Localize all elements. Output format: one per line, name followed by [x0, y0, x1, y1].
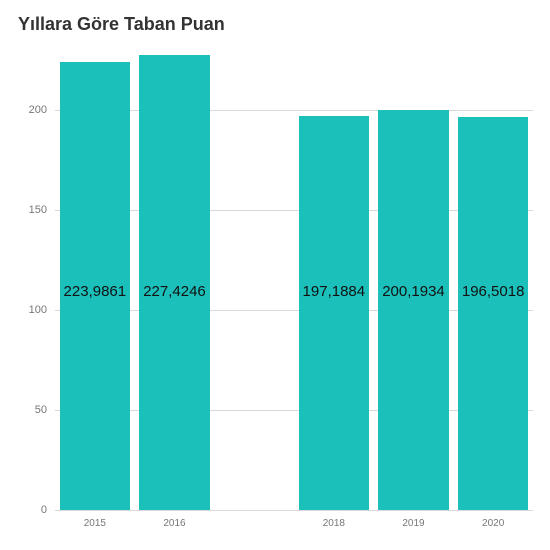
bar-value-label: 227,4246 [143, 283, 206, 300]
x-axis-label: 2020 [482, 510, 504, 529]
x-axis-label: 2015 [84, 510, 106, 529]
y-axis-label: 50 [35, 404, 55, 416]
bar [299, 116, 369, 510]
y-axis-label: 100 [29, 304, 55, 316]
y-axis-label: 150 [29, 204, 55, 216]
bar [378, 110, 448, 510]
chart-title: Yıllara Göre Taban Puan [18, 14, 225, 35]
bar-value-label: 223,9861 [64, 283, 127, 300]
x-axis-label: 2016 [163, 510, 185, 529]
bar-value-label: 200,1934 [382, 283, 445, 300]
bar-value-label: 197,1884 [303, 283, 366, 300]
plot-area: 050100150200223,98612015227,42462016197,… [55, 50, 533, 510]
bar [458, 117, 528, 510]
bar-value-label: 196,5018 [462, 283, 525, 300]
y-axis-label: 0 [41, 504, 55, 516]
y-axis-label: 200 [29, 104, 55, 116]
x-axis-label: 2018 [323, 510, 345, 529]
grid-line [55, 510, 533, 511]
x-axis-label: 2019 [402, 510, 424, 529]
chart-container: Yıllara Göre Taban Puan 050100150200223,… [0, 0, 550, 550]
